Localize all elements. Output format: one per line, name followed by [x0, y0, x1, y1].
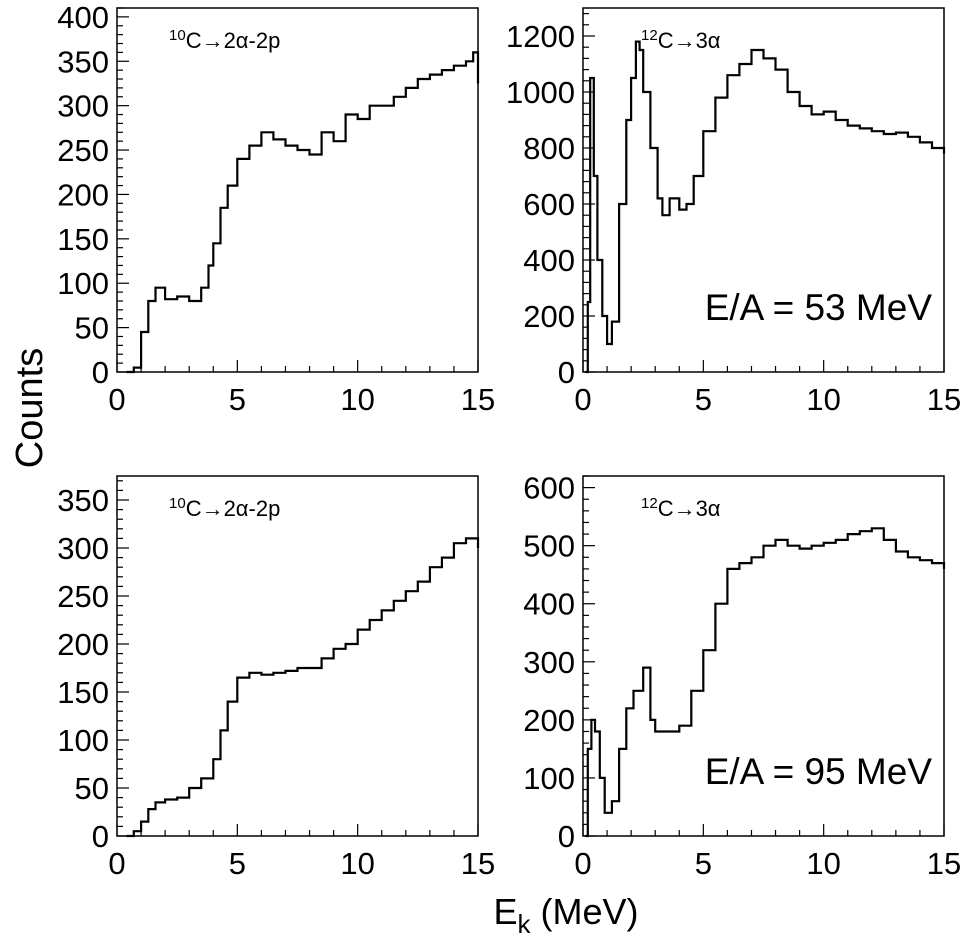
x-axis-label-subscript: k: [518, 909, 532, 937]
y-tick-label: 500: [523, 529, 575, 564]
panel-bottom-right-12c: 0 5 10 15 0 100 200 300 400 500 600 12C→3α E/A = 95 …: [523, 471, 961, 881]
y-tick-label: 400: [523, 587, 575, 622]
y-tick-label: 400: [57, 0, 109, 35]
x-tick-label: 10: [340, 846, 374, 881]
x-tick-label: 15: [461, 382, 495, 417]
x-axis-label: Ek (MeV): [493, 891, 638, 937]
y-tick-label: 400: [523, 243, 575, 278]
x-tick-label: 15: [927, 846, 961, 881]
y-tick-label: 200: [523, 299, 575, 334]
x-tick-label: 5: [695, 382, 712, 417]
y-tick-label: 0: [92, 355, 109, 390]
y-tick-label: 350: [57, 44, 109, 79]
reaction-label: 10C→2α-2p: [169, 495, 280, 521]
reaction-label-text: C→3α: [658, 496, 721, 521]
y-tick-label: 0: [558, 819, 575, 854]
y-tick-label: 250: [57, 579, 109, 614]
y-tick-label: 300: [57, 89, 109, 124]
y-tick-label: 1000: [506, 75, 575, 110]
y-tick-label: 300: [57, 531, 109, 566]
x-tick-label: 15: [461, 846, 495, 881]
x-tick-label: 10: [340, 382, 374, 417]
y-tick-label: 50: [75, 311, 109, 346]
y-tick-label: 150: [57, 222, 109, 257]
y-tick-label: 200: [57, 177, 109, 212]
reaction-label-superscript: 10: [169, 495, 186, 512]
y-tick-label: 50: [75, 771, 109, 806]
x-tick-label: 5: [229, 846, 246, 881]
y-tick-label: 600: [523, 471, 575, 506]
reaction-label: 10C→2α-2p: [169, 27, 280, 53]
x-tick-label: 0: [108, 382, 125, 417]
reaction-label-text: C→2α-2p: [186, 28, 281, 53]
y-tick-label: 150: [57, 675, 109, 710]
y-tick-label: 100: [57, 266, 109, 301]
panel-top-right-12c: 0 5 10 15 0 200 400 600 800 1000 1200 12C→3α E/A = 5…: [506, 7, 961, 417]
histogram-line: [126, 537, 480, 838]
y-tick-label: 800: [523, 131, 575, 166]
plot-frame: [116, 475, 479, 837]
y-tick-label: 100: [523, 761, 575, 796]
x-axis-label-main: E: [493, 891, 517, 932]
plot-frame: [582, 475, 945, 837]
y-tick-label: 300: [523, 645, 575, 680]
y-tick-label: 350: [57, 483, 109, 518]
y-tick-label: 200: [57, 627, 109, 662]
x-tick-label: 0: [574, 382, 591, 417]
reaction-label-text: C→3α: [658, 28, 721, 53]
histogram-line: [585, 527, 946, 838]
x-tick-label: 0: [574, 846, 591, 881]
y-tick-label: 100: [57, 723, 109, 758]
y-tick-label: 600: [523, 187, 575, 222]
x-tick-label: 10: [806, 382, 840, 417]
x-tick-label: 15: [927, 382, 961, 417]
x-tick-label: 5: [695, 846, 712, 881]
x-tick-label: 10: [806, 846, 840, 881]
reaction-label-superscript: 12: [641, 495, 658, 512]
x-tick-label: 0: [108, 846, 125, 881]
reaction-label-superscript: 10: [169, 27, 186, 44]
y-tick-label: 1200: [506, 19, 575, 54]
reaction-label-superscript: 12: [641, 27, 658, 44]
y-tick-label: 0: [558, 355, 575, 390]
y-tick-label: 250: [57, 133, 109, 168]
histogram-line: [585, 40, 946, 374]
reaction-label-text: C→2α-2p: [186, 496, 281, 521]
energy-label: E/A = 95 MeV: [705, 751, 933, 792]
plot-frame: [116, 7, 479, 373]
reaction-label: 12C→3α: [641, 495, 721, 521]
reaction-label: 12C→3α: [641, 27, 721, 53]
y-tick-label: 0: [92, 819, 109, 854]
x-tick-label: 5: [229, 382, 246, 417]
plot-frame: [582, 7, 945, 373]
energy-label: E/A = 53 MeV: [705, 287, 933, 328]
y-axis-label: Counts: [9, 348, 51, 468]
y-tick-label: 200: [523, 703, 575, 738]
histogram-line: [126, 51, 480, 374]
x-axis-label-unit: (MeV): [541, 891, 639, 932]
